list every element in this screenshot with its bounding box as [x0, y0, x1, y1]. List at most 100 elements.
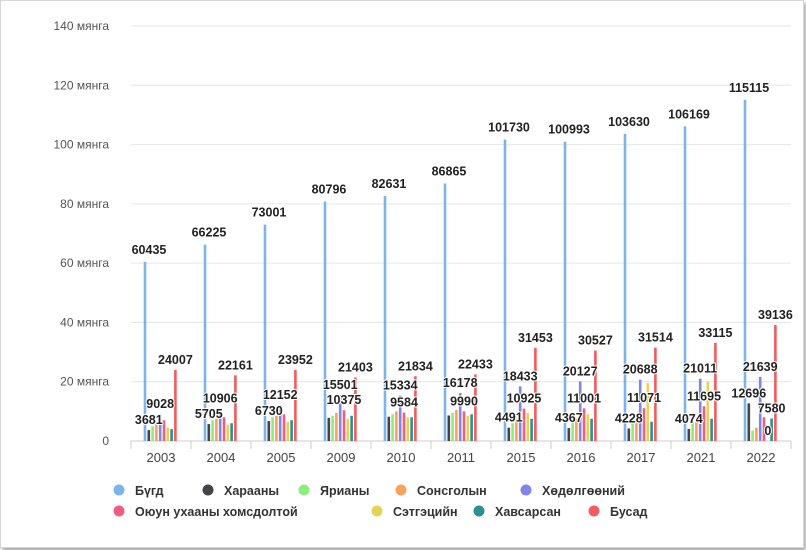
bar-7-0	[170, 429, 173, 441]
bar-8-10	[774, 324, 777, 441]
bar-2-7	[571, 421, 574, 441]
bar-8-9	[714, 342, 717, 441]
bar-3-5	[455, 409, 458, 441]
bar-6-2	[286, 421, 290, 441]
bar-0-5	[443, 183, 447, 441]
legend-item-label: Ярианы	[320, 484, 369, 498]
gridlines	[131, 25, 791, 442]
bar-5-0	[162, 420, 166, 441]
bar-5-1	[222, 417, 226, 441]
y-axis: 0 20 мянга 40 мянга 60 мянга 80 мянга 100 мян…	[53, 19, 109, 448]
data-label: 11071	[627, 391, 661, 405]
data-label: 4228	[615, 411, 643, 425]
bar-4-3	[338, 395, 342, 441]
data-label: 21834	[398, 359, 433, 373]
bar-1-9	[687, 428, 691, 441]
bar-6-9	[706, 381, 710, 441]
bar-2-3	[331, 415, 334, 441]
bar-8-1	[234, 375, 237, 441]
data-label: 11001	[567, 391, 601, 405]
bar-4-10	[758, 376, 762, 441]
data-label: 4074	[675, 412, 703, 426]
data-label: 22433	[458, 358, 493, 372]
data-label: 100993	[548, 123, 590, 137]
bar-4-4	[398, 395, 402, 441]
bar-7-2	[290, 420, 293, 441]
x-tick-label: 2011	[447, 450, 475, 465]
bar-6-0	[166, 427, 170, 441]
data-label: 5705	[195, 407, 223, 421]
bar-3-4	[395, 411, 398, 441]
data-label: 11695	[687, 389, 721, 403]
bar-6-8	[646, 383, 650, 441]
bar-8-6	[534, 347, 537, 441]
bar-3-3	[335, 412, 338, 441]
data-label: 15334	[383, 379, 418, 393]
bar-5-6	[522, 408, 526, 441]
bar-7-3	[350, 415, 353, 441]
bar-4-8	[638, 379, 642, 441]
bar-1-5	[447, 415, 451, 441]
legend-item-label: Хөдөлгөөний	[542, 484, 625, 498]
data-label: 9028	[146, 397, 174, 411]
bars	[143, 99, 777, 442]
legend-item-label: Сонсголын	[417, 484, 487, 498]
bar-5-4	[402, 412, 406, 441]
y-tick-label: 100 мянга	[53, 138, 109, 152]
bar-1-1	[207, 424, 211, 441]
data-label: 21639	[743, 360, 778, 374]
legend-marker	[113, 484, 125, 496]
bar-0-10	[743, 99, 747, 442]
bar-1-8	[627, 428, 631, 441]
bar-6-3	[346, 418, 350, 441]
bar-7-9	[710, 418, 713, 441]
bar-8-2	[294, 369, 297, 441]
bar-8-3	[354, 377, 357, 441]
bar-7-5	[470, 414, 473, 441]
bar-4-5	[458, 393, 462, 441]
bar-4-6	[518, 386, 522, 441]
bar-7-1	[230, 423, 233, 441]
data-label: 24007	[158, 353, 193, 367]
bar-6-1	[226, 424, 230, 441]
bar-1-2	[267, 421, 271, 441]
y-tick-label: 0	[102, 434, 109, 448]
bar-7-8	[650, 421, 653, 441]
bar-1-6	[507, 427, 511, 441]
bar-0-2	[263, 224, 267, 441]
data-label: 101730	[488, 120, 530, 134]
data-label: 18433	[503, 369, 538, 383]
data-label: 60435	[132, 243, 167, 257]
data-label: 22161	[218, 358, 253, 372]
data-label: 21011	[683, 362, 717, 376]
legend-item-label: Оюун ухааны хомсдолтой	[135, 505, 298, 519]
bar-0-0	[143, 261, 147, 441]
bar-6-7	[586, 414, 590, 441]
bar-8-7	[594, 350, 597, 441]
bar-5-8	[642, 408, 646, 441]
bar-3-8	[635, 420, 638, 441]
bar-2-1	[211, 420, 214, 441]
data-label: 12152	[263, 388, 298, 402]
data-label: 4367	[555, 411, 583, 425]
bar-5-10	[762, 417, 766, 441]
bar-2-0	[151, 426, 154, 441]
legend-marker	[473, 505, 485, 517]
bar-4-0	[158, 414, 162, 441]
data-label: 80796	[312, 182, 347, 196]
bar-5-2	[282, 414, 286, 441]
legend-marker	[520, 484, 532, 496]
bar-2-2	[271, 417, 274, 441]
legend-item-label: Бүгд	[135, 484, 164, 498]
x-tick-label: 2022	[747, 450, 776, 465]
data-label: 106169	[668, 107, 710, 121]
bar-2-4	[391, 414, 394, 441]
data-label: 20688	[623, 363, 658, 377]
bar-8-8	[654, 347, 657, 441]
legend-marker	[298, 484, 310, 496]
legend-marker	[395, 484, 407, 496]
data-label: 4491	[495, 411, 523, 425]
x-axis: 2003 2004 2005 2009 2010 2011 2015 2016 2017 2021…	[130, 441, 792, 465]
bar-3-9	[695, 420, 698, 441]
bar-7-7	[590, 418, 593, 441]
